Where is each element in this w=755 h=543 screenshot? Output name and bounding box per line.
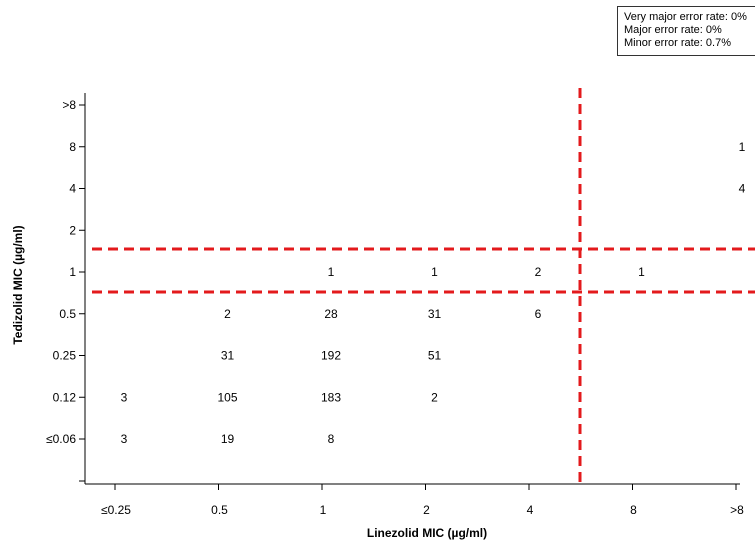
minor-error-rate: Minor error rate: 0.7% (624, 37, 731, 49)
x-tick-label: 2 (423, 503, 430, 517)
y-tick-label: 1 (69, 265, 76, 279)
cell-count: 2 (535, 265, 542, 279)
cell-count: 6 (535, 307, 542, 321)
cell-count: 192 (321, 349, 341, 363)
y-tick-label: 0.25 (53, 349, 77, 363)
cell-count: 28 (324, 307, 338, 321)
y-tick-label: 8 (69, 140, 76, 154)
cell-count: 1 (739, 140, 746, 154)
y-tick-label: 0.5 (59, 307, 76, 321)
cell-count: 1 (638, 265, 645, 279)
x-tick-label: 1 (320, 503, 327, 517)
x-tick-label: ≤0.25 (101, 503, 131, 517)
cell-count: 19 (221, 432, 235, 446)
cell-count: 8 (328, 432, 335, 446)
major-error-rate: Major error rate: 0% (624, 24, 722, 36)
cell-count: 2 (431, 390, 438, 404)
x-tick-label: >8 (730, 503, 744, 517)
cell-count: 31 (221, 349, 235, 363)
cell-counts: 3 19 8 3 105 183 2 31 192 51 2 28 31 6 1 1 2 1 4 1 (121, 140, 746, 446)
x-tick-label: 8 (630, 503, 637, 517)
very-major-error-rate: Very major error rate: 0% (624, 11, 747, 23)
cell-count: 31 (428, 307, 442, 321)
cell-count: 4 (739, 182, 746, 196)
x-axis-title: Linezolid MIC (µg/ml) (367, 526, 487, 540)
y-tick-label: >8 (62, 98, 76, 112)
cell-count: 105 (217, 390, 237, 404)
y-tick-label: 4 (69, 182, 76, 196)
cell-count: 1 (328, 265, 335, 279)
x-tick-label: 4 (527, 503, 534, 517)
y-tick-label: 2 (69, 223, 76, 237)
y-tick-label: 0.12 (53, 390, 77, 404)
breakpoint-lines (92, 88, 755, 484)
y-axis-title: Tedizolid MIC (µg/ml) (11, 225, 25, 344)
x-tick-label: 0.5 (211, 503, 228, 517)
axes: ≤0.06 0.12 0.25 0.5 1 2 4 8 >8 ≤0.25 0.5 1 2 4 8 >8 (46, 93, 744, 517)
y-tick-label: ≤0.06 (46, 432, 76, 446)
cell-count: 3 (121, 390, 128, 404)
cell-count: 2 (224, 307, 231, 321)
cell-count: 1 (431, 265, 438, 279)
cell-count: 51 (428, 349, 442, 363)
error-rate-legend: Very major error rate: 0% Major error ra… (617, 6, 755, 56)
cell-count: 183 (321, 390, 341, 404)
cell-count: 3 (121, 432, 128, 446)
